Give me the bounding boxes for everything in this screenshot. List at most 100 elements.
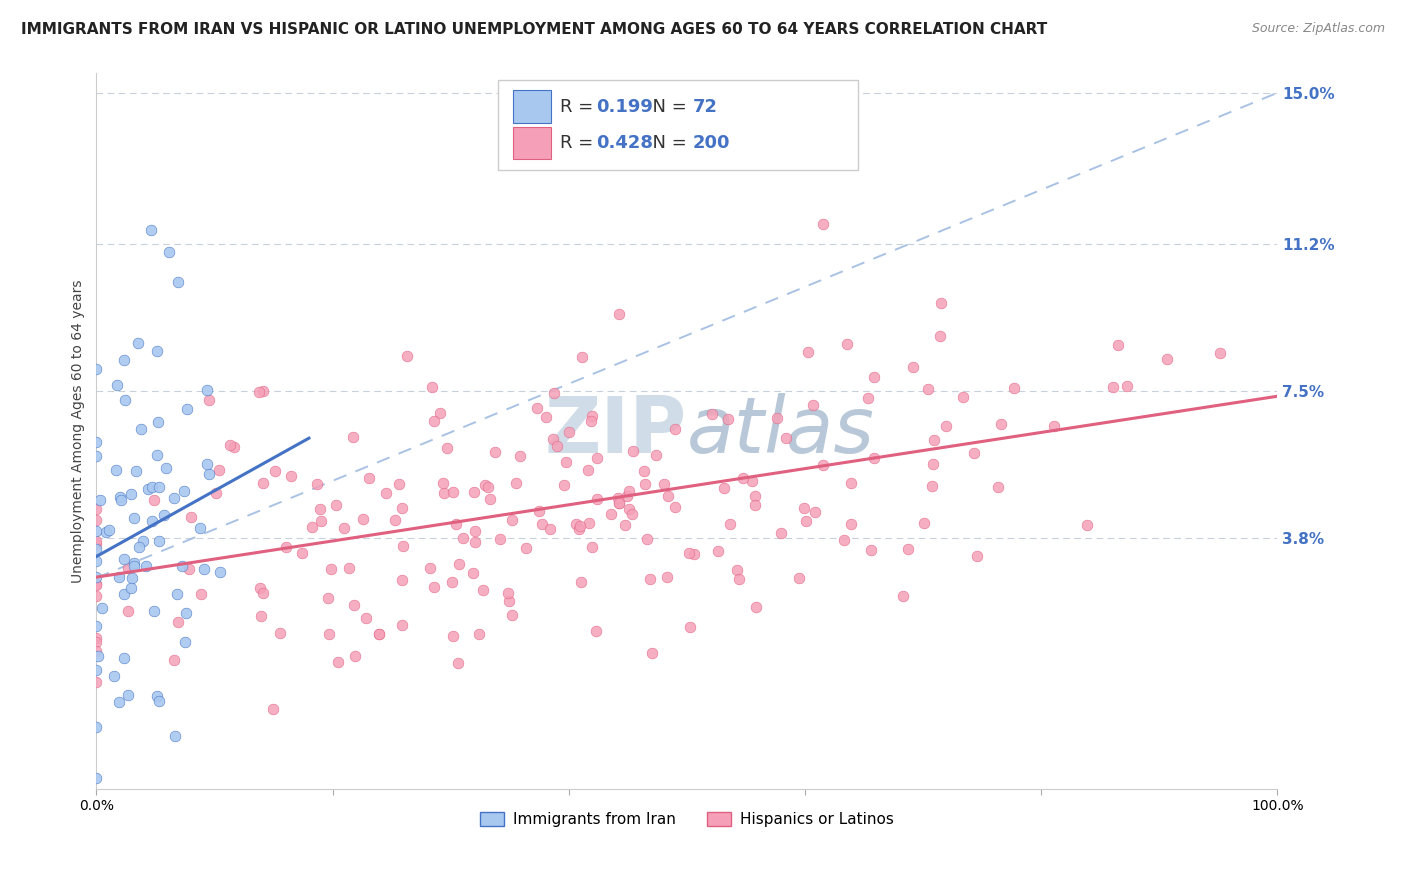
Point — [1102, 380, 1125, 394]
Point — [509, 449, 531, 463]
Point — [103, 669, 125, 683]
Point — [571, 350, 593, 364]
Point — [1002, 381, 1025, 395]
Point — [526, 401, 548, 415]
Point — [641, 646, 664, 660]
Point — [112, 650, 135, 665]
Point — [86, 720, 108, 734]
Point — [571, 574, 593, 589]
Point — [159, 805, 181, 820]
Point — [554, 455, 576, 469]
Point — [354, 611, 377, 625]
Point — [419, 561, 441, 575]
Text: N =: N = — [641, 134, 686, 152]
Point — [713, 481, 735, 495]
Point — [718, 516, 741, 531]
Point — [484, 445, 506, 459]
Point — [375, 485, 398, 500]
Point — [496, 586, 519, 600]
Point — [86, 619, 108, 633]
Point — [195, 457, 218, 471]
Point — [391, 618, 413, 632]
Point — [744, 498, 766, 512]
Text: R =: R = — [561, 134, 599, 152]
Point — [617, 501, 640, 516]
Text: 200: 200 — [693, 134, 730, 152]
Point — [586, 491, 609, 506]
Point — [90, 601, 112, 615]
Point — [368, 627, 391, 641]
Point — [464, 524, 486, 539]
Point — [922, 433, 945, 447]
Point — [193, 562, 215, 576]
Point — [657, 489, 679, 503]
Point — [107, 695, 129, 709]
Point — [305, 477, 328, 491]
Point — [441, 629, 464, 643]
Point — [132, 534, 155, 549]
Point — [565, 516, 588, 531]
Point — [515, 541, 537, 555]
Point — [309, 501, 332, 516]
Point — [620, 507, 643, 521]
Point — [112, 587, 135, 601]
Point — [86, 513, 108, 527]
Point — [891, 589, 914, 603]
Point — [644, 448, 666, 462]
Text: 0.199: 0.199 — [596, 98, 652, 116]
Point — [576, 463, 599, 477]
Point — [86, 675, 108, 690]
Point — [775, 431, 797, 445]
Point — [538, 522, 561, 536]
Point — [86, 524, 108, 538]
Point — [832, 533, 855, 548]
Text: R =: R = — [561, 98, 599, 116]
Point — [664, 422, 686, 436]
Point — [568, 519, 591, 533]
Point — [163, 491, 186, 505]
Point — [86, 771, 108, 785]
Point — [122, 556, 145, 570]
Point — [86, 577, 108, 591]
Point — [136, 482, 159, 496]
Point — [527, 503, 550, 517]
Point — [357, 471, 380, 485]
Text: atlas: atlas — [686, 392, 875, 469]
FancyBboxPatch shape — [513, 90, 551, 123]
Point — [581, 409, 603, 423]
Point — [558, 425, 581, 440]
Point — [990, 417, 1012, 431]
Point — [173, 483, 195, 498]
Point — [121, 571, 143, 585]
Point — [578, 516, 600, 530]
Point — [142, 604, 165, 618]
Point — [86, 435, 108, 450]
Text: 72: 72 — [693, 98, 717, 116]
Point — [652, 477, 675, 491]
Point — [86, 449, 108, 463]
Point — [607, 496, 630, 510]
Point — [219, 437, 242, 451]
Point — [534, 409, 557, 424]
Point — [352, 512, 374, 526]
Point — [921, 479, 943, 493]
Point — [568, 522, 591, 536]
Point — [163, 653, 186, 667]
Point — [966, 549, 988, 563]
Point — [546, 439, 568, 453]
Point — [205, 486, 228, 500]
Text: IMMIGRANTS FROM IRAN VS HISPANIC OR LATINO UNEMPLOYMENT AMONG AGES 60 TO 64 YEAR: IMMIGRANTS FROM IRAN VS HISPANIC OR LATI… — [21, 22, 1047, 37]
Point — [222, 440, 245, 454]
Point — [446, 517, 468, 532]
Point — [89, 493, 111, 508]
Point — [863, 451, 886, 466]
Point — [638, 572, 661, 586]
Point — [86, 570, 108, 584]
Point — [135, 559, 157, 574]
Point — [935, 419, 957, 434]
Point — [146, 415, 169, 429]
Point — [463, 566, 485, 581]
Point — [633, 465, 655, 479]
Point — [104, 463, 127, 477]
Point — [146, 343, 169, 358]
